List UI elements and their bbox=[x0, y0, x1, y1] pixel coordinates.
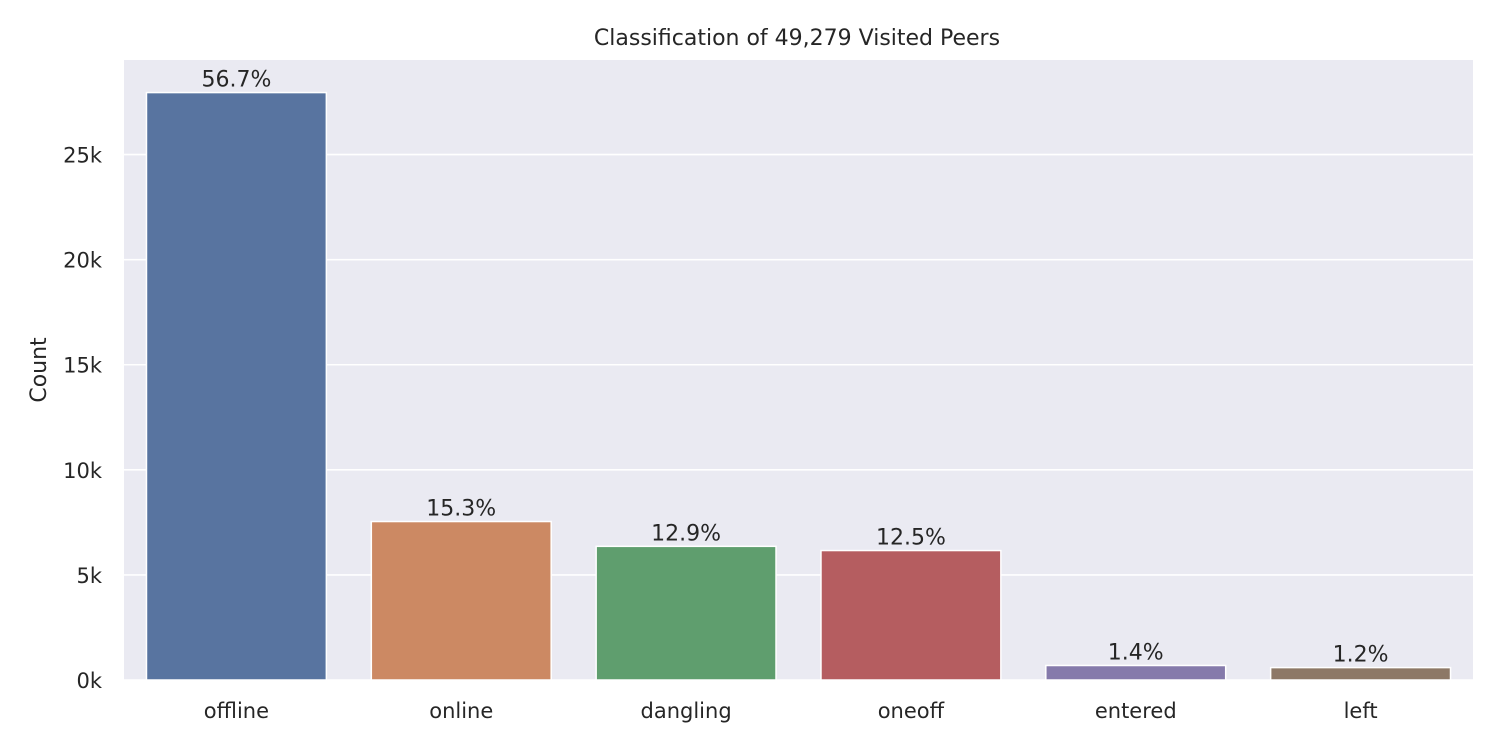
y-tick-label: 20k bbox=[63, 249, 103, 273]
bar-online bbox=[370, 520, 552, 681]
y-tick-label: 15k bbox=[63, 354, 103, 378]
bars bbox=[145, 91, 1452, 681]
x-tick-label-dangling: dangling bbox=[641, 699, 732, 723]
y-axis-label: Count bbox=[27, 337, 52, 403]
x-tick-label-left: left bbox=[1344, 699, 1378, 723]
x-tick-label-online: online bbox=[429, 699, 493, 723]
bar-value-labels: 56.7% 15.3% 12.9% 12.5% 1.4% 1.2% bbox=[201, 68, 1388, 668]
bar-offline bbox=[145, 91, 328, 681]
bar-entered bbox=[1045, 664, 1227, 681]
plot-area bbox=[124, 60, 1473, 680]
x-tick-label-entered: entered bbox=[1095, 699, 1177, 723]
bar-label-dangling: 12.9% bbox=[651, 521, 721, 546]
x-axis-ticks: offline online dangling oneoff entered left bbox=[204, 699, 1378, 723]
bar-label-left: 1.2% bbox=[1333, 643, 1389, 668]
bar-left bbox=[1269, 666, 1452, 681]
bar-oneoff bbox=[820, 549, 1002, 681]
x-tick-label-offline: offline bbox=[204, 699, 269, 723]
bar-label-online: 15.3% bbox=[426, 497, 496, 522]
y-tick-label: 0k bbox=[76, 669, 102, 693]
y-tick-label: 5k bbox=[76, 564, 102, 588]
bar-dangling bbox=[595, 545, 777, 681]
y-axis-ticks: 0k 5k 10k 15k 20k 25k bbox=[63, 144, 103, 693]
y-tick-label: 25k bbox=[63, 144, 103, 168]
bar-label-offline: 56.7% bbox=[201, 68, 271, 93]
bar-label-oneoff: 12.5% bbox=[876, 526, 946, 551]
y-tick-label: 10k bbox=[63, 459, 103, 483]
x-tick-label-oneoff: oneoff bbox=[878, 699, 945, 723]
chart-title: Classification of 49,279 Visited Peers bbox=[594, 26, 1000, 51]
gridlines bbox=[124, 153, 1473, 681]
bar-label-entered: 1.4% bbox=[1108, 640, 1164, 665]
